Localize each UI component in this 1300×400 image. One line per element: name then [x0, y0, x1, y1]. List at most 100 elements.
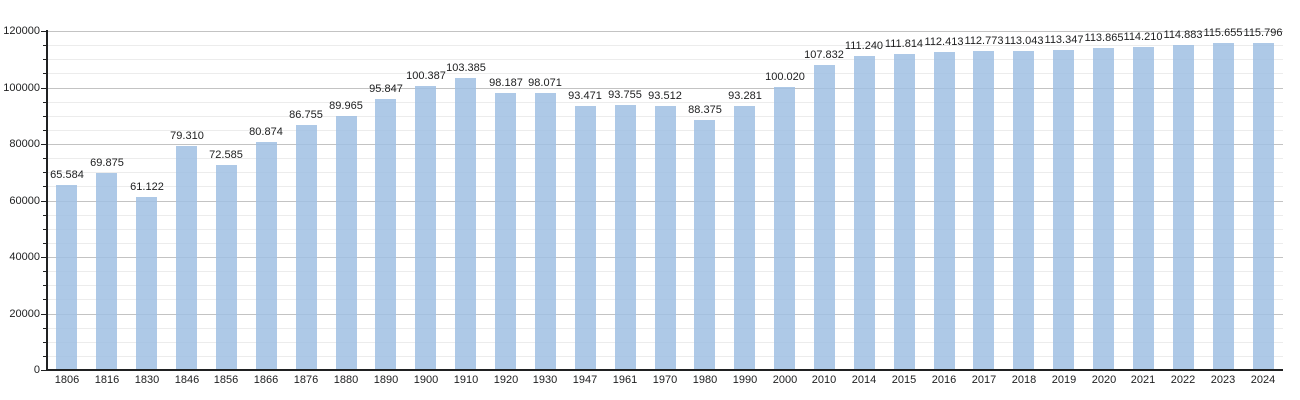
- x-axis-tick-label: 1876: [293, 374, 319, 386]
- bar-1961: [615, 105, 636, 370]
- bar-value-label: 103.385: [446, 62, 486, 74]
- bar-2023: [1213, 43, 1234, 370]
- bar-2000: [774, 87, 795, 370]
- x-axis-tick-label: 2020: [1091, 374, 1117, 386]
- major-gridline: [47, 88, 1283, 89]
- y-minor-tick: [43, 59, 47, 60]
- bar-value-label: 113.865: [1084, 32, 1124, 44]
- y-minor-tick: [43, 243, 47, 244]
- bar-value-label: 93.755: [608, 89, 642, 101]
- y-minor-tick: [43, 45, 47, 46]
- bar-1880: [336, 116, 357, 370]
- x-axis-tick-label: 1980: [692, 374, 718, 386]
- y-minor-tick: [43, 271, 47, 272]
- y-axis-tick-label: 120000: [3, 25, 40, 37]
- bar-2016: [934, 52, 955, 370]
- x-axis-tick-label: 1900: [413, 374, 439, 386]
- x-axis-tick-label: 2023: [1210, 374, 1236, 386]
- bar-value-label: 98.187: [489, 77, 523, 89]
- y-axis-tick-label: 60000: [9, 195, 40, 207]
- y-major-tick: [41, 257, 47, 258]
- x-axis-tick-label: 1970: [652, 374, 678, 386]
- bar-2020: [1093, 48, 1114, 370]
- bar-value-label: 115.655: [1203, 27, 1243, 39]
- y-minor-tick: [43, 285, 47, 286]
- x-axis-tick-label: 2019: [1051, 374, 1077, 386]
- bar-value-label: 79.310: [170, 130, 204, 142]
- y-minor-tick: [43, 172, 47, 173]
- x-axis-tick-label: 1816: [94, 374, 120, 386]
- bar-value-label: 115.796: [1243, 27, 1283, 39]
- y-axis-tick-label: 40000: [9, 251, 40, 263]
- bar-value-label: 111.814: [884, 38, 924, 50]
- y-minor-tick: [43, 116, 47, 117]
- bar-1890: [375, 99, 396, 370]
- x-axis-tick-label: 1856: [213, 374, 239, 386]
- bar-1806: [56, 185, 77, 370]
- bar-value-label: 72.585: [209, 149, 243, 161]
- bar-1816: [96, 173, 117, 370]
- bar-value-label: 95.847: [369, 83, 403, 95]
- minor-gridline: [47, 59, 1283, 60]
- bar-value-label: 93.471: [568, 90, 602, 102]
- y-minor-tick: [43, 356, 47, 357]
- bar-value-label: 80.874: [249, 126, 283, 138]
- bar-value-label: 112.773: [964, 35, 1004, 47]
- y-axis-line: [46, 30, 48, 371]
- bar-value-label: 93.512: [648, 90, 682, 102]
- x-axis-tick-label: 1947: [572, 374, 598, 386]
- x-axis-tick-label: 2022: [1170, 374, 1196, 386]
- y-minor-tick: [43, 158, 47, 159]
- y-major-tick: [41, 201, 47, 202]
- x-axis-tick-label: 2016: [931, 374, 957, 386]
- bar-value-label: 98.071: [528, 77, 562, 89]
- bar-2010: [814, 65, 835, 370]
- bar-value-label: 100.387: [406, 70, 446, 82]
- x-axis-tick-label: 1910: [453, 374, 479, 386]
- bar-1830: [136, 197, 157, 370]
- x-axis-tick-label: 2000: [772, 374, 798, 386]
- bar-2017: [973, 51, 994, 370]
- y-axis-tick-label: 0: [33, 364, 40, 376]
- y-minor-tick: [43, 130, 47, 131]
- bar-value-label: 112.413: [924, 36, 964, 48]
- bar-value-label: 88.375: [688, 104, 722, 116]
- y-major-tick: [41, 370, 47, 371]
- bar-2014: [854, 56, 875, 370]
- y-major-tick: [41, 314, 47, 315]
- x-axis-tick-label: 2015: [891, 374, 917, 386]
- x-axis-tick-label: 1990: [732, 374, 758, 386]
- y-major-tick: [41, 144, 47, 145]
- bar-1947: [575, 106, 596, 370]
- bar-value-label: 61.122: [130, 181, 164, 193]
- x-axis-tick-label: 2017: [971, 374, 997, 386]
- bar-value-label: 113.347: [1044, 34, 1084, 46]
- x-axis-tick-label: 1830: [134, 374, 160, 386]
- bar-value-label: 93.281: [728, 90, 762, 102]
- bar-1990: [734, 106, 755, 370]
- bar-1970: [655, 106, 676, 370]
- x-axis-tick-label: 1846: [174, 374, 200, 386]
- bar-value-label: 86.755: [289, 109, 323, 121]
- bar-1920: [495, 93, 516, 370]
- bar-1856: [216, 165, 237, 370]
- bar-2021: [1133, 47, 1154, 370]
- x-axis-tick-label: 1890: [373, 374, 399, 386]
- bar-value-label: 69.875: [90, 157, 124, 169]
- bar-2024: [1253, 43, 1274, 370]
- bar-1900: [415, 86, 436, 370]
- x-axis-tick-label: 2024: [1250, 374, 1276, 386]
- y-minor-tick: [43, 299, 47, 300]
- bar-value-label: 111.240: [844, 40, 884, 52]
- major-gridline: [47, 31, 1283, 32]
- y-minor-tick: [43, 215, 47, 216]
- y-minor-tick: [43, 102, 47, 103]
- y-minor-tick: [43, 73, 47, 74]
- bar-2015: [894, 54, 915, 370]
- minor-gridline: [47, 102, 1283, 103]
- x-axis-tick-label: 1880: [333, 374, 359, 386]
- x-axis-tick-label: 2014: [851, 374, 877, 386]
- bar-1866: [256, 142, 277, 370]
- x-axis-tick-label: 2010: [811, 374, 837, 386]
